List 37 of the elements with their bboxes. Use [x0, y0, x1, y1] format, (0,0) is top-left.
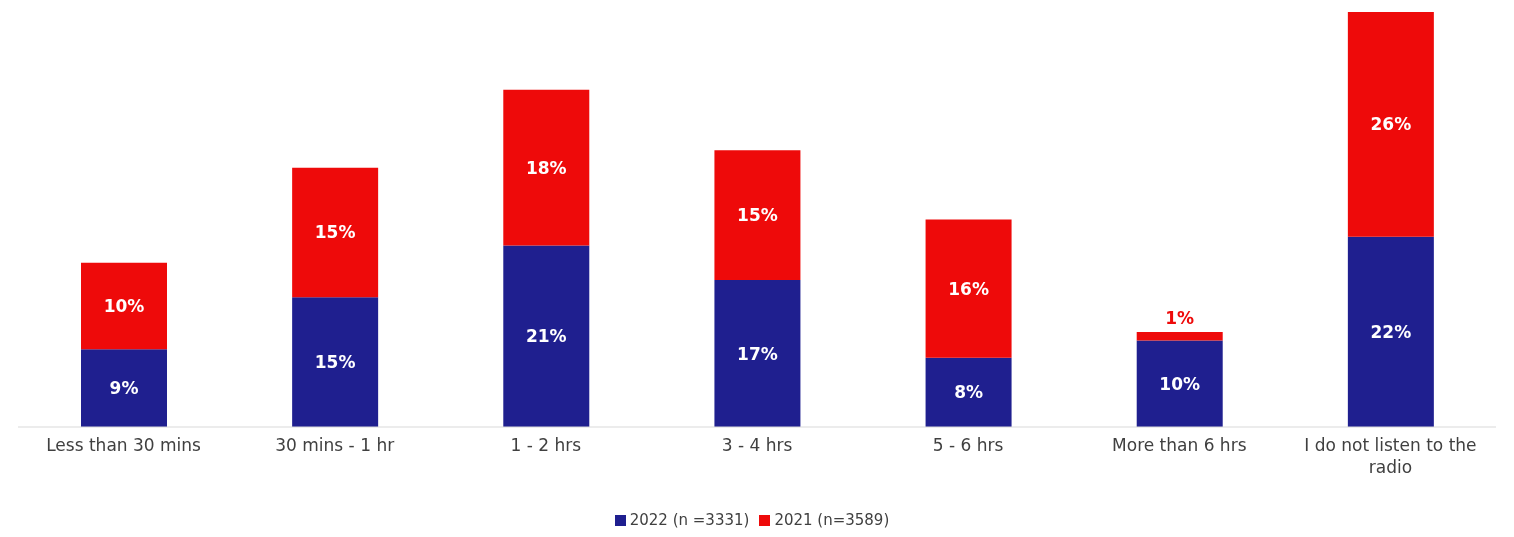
bar: [292, 167, 379, 298]
data-label: 15%: [314, 352, 356, 373]
bar: [714, 150, 801, 281]
data-label: 8%: [954, 382, 984, 403]
bar: [81, 349, 167, 427]
x-tick-label: 3 - 4 hrs: [721, 435, 793, 455]
data-label: 10%: [103, 295, 145, 316]
bar: [503, 245, 590, 427]
bar: [292, 297, 379, 427]
data-label: 10%: [1159, 373, 1201, 394]
data-label: 16%: [948, 278, 989, 299]
bar: [1347, 12, 1434, 237]
bar: [925, 219, 1012, 358]
bar: [1136, 331, 1223, 341]
data-label: 17%: [737, 343, 778, 364]
bar: [1347, 236, 1434, 427]
x-tick-label: 1 - 2 hrs: [510, 435, 582, 455]
bar: [1136, 340, 1223, 427]
x-tick-label: More than 6 hrs: [1112, 435, 1247, 455]
x-tick-label: 30 mins - 1 hr: [275, 435, 395, 455]
data-label: 15%: [737, 205, 778, 226]
bar: [81, 262, 167, 350]
bar: [503, 89, 590, 246]
data-label: 9%: [109, 378, 139, 399]
x-tick-label: 5 - 6 hrs: [932, 435, 1004, 455]
data-label: 15%: [314, 222, 356, 243]
data-label: 21%: [525, 326, 567, 347]
legend-label: 2022 (n =3331): [629, 511, 750, 529]
data-label: 22%: [1370, 321, 1412, 342]
x-tick-label: Less than 30 mins: [46, 435, 202, 455]
legend-label: 2021 (n=3589): [774, 511, 890, 529]
bar: [714, 280, 801, 427]
bar: [925, 357, 1012, 427]
data-label: 26%: [1370, 114, 1412, 135]
x-tick-label: I do not listen to the radio: [1304, 435, 1477, 477]
data-label: 1%: [1165, 307, 1195, 328]
data-label: 18%: [525, 157, 567, 178]
